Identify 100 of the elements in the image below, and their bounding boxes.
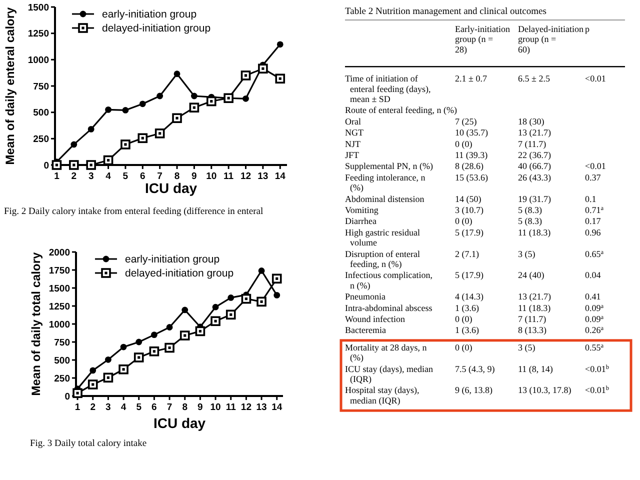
- text: 1 (3.6): [455, 302, 479, 313]
- y-tick-label: 250: [33, 134, 49, 145]
- text: 14 (50): [455, 194, 482, 204]
- point: [228, 294, 234, 301]
- point: [105, 106, 112, 113]
- text: 11 (18.3): [518, 227, 551, 238]
- point: [274, 292, 280, 298]
- point: [151, 332, 158, 338]
- text: 0.17: [585, 216, 601, 226]
- text: 0 (0): [455, 216, 472, 226]
- point: [120, 140, 130, 150]
- x-tick-label: 10: [206, 171, 217, 182]
- x-tick-label: 13: [256, 402, 267, 413]
- point: [103, 155, 114, 166]
- x-tick-label: 6: [152, 402, 157, 413]
- text: 5 (8.3): [518, 216, 542, 226]
- y-tick-label: 0: [44, 160, 49, 172]
- category-label: Feeding intolerance, n (%): [345, 172, 426, 193]
- x-tick-label: 3: [106, 402, 111, 413]
- text: 0 (0): [455, 314, 472, 324]
- point: [164, 342, 174, 353]
- text: 0.04: [585, 270, 601, 280]
- text: 0.26$^{a}$: [585, 324, 604, 336]
- x-axis-title: ICU day: [144, 180, 198, 196]
- y-tick-label: 750: [33, 81, 49, 92]
- text: 5 (8.3): [518, 205, 542, 215]
- point: [242, 95, 249, 102]
- text: 11 (18.3): [518, 302, 551, 313]
- category-label: Vomiting: [345, 205, 378, 215]
- category-label: Mortality at 28 days, n (%): [345, 342, 427, 363]
- y-tick-label: 1250: [48, 301, 70, 312]
- text: 5 (17.9): [455, 270, 484, 280]
- x-tick-label: 14: [272, 402, 283, 413]
- text: 10 (35.7): [455, 128, 488, 138]
- text: 8 (28.6): [455, 161, 484, 172]
- x-tick-label: 9: [198, 402, 203, 413]
- point: [154, 128, 165, 138]
- category-label: Pneumonia: [345, 292, 386, 302]
- text: 9 (6, 13.8): [455, 385, 492, 396]
- text: 0 (0): [455, 342, 472, 352]
- text: 40 (66.7): [518, 161, 551, 172]
- x-tick-label: 3: [88, 171, 94, 182]
- text: 11 (8, 14): [518, 364, 553, 374]
- point: [256, 296, 266, 307]
- text: 4 (14.3): [455, 292, 484, 302]
- text: 7.5 (4.3, 9): [455, 364, 495, 374]
- point: [86, 160, 96, 170]
- category-label: Infectious complication, n (%): [345, 270, 432, 290]
- category-label: Supplemental PN, n (%): [345, 161, 433, 172]
- point: [103, 372, 114, 383]
- point: [88, 380, 98, 390]
- point: [210, 316, 220, 326]
- text: 6.5 ± 2.5: [518, 74, 550, 84]
- y-tick-label: 1000: [28, 54, 49, 66]
- point: [69, 160, 79, 170]
- point: [212, 304, 219, 310]
- x-tick-label: 12: [240, 402, 252, 413]
- point: [118, 364, 128, 374]
- point: [195, 326, 206, 336]
- category-label: NGT: [345, 128, 364, 138]
- category-label: NJT: [345, 138, 360, 149]
- text: 13 (10.3, 17.8): [518, 385, 572, 396]
- text: 5 (17.9): [455, 227, 484, 238]
- x-tick-label: 6: [140, 171, 146, 182]
- y-tick-label: 2000: [48, 247, 70, 258]
- x-tick-label: 11: [224, 171, 234, 182]
- point: [240, 70, 251, 80]
- point: [272, 274, 282, 284]
- legend-label: early-initiation group: [125, 254, 220, 266]
- x-tick-label: 7: [166, 402, 172, 413]
- category-label: High gastric residual volume: [345, 227, 420, 248]
- x-tick-label: 1: [74, 402, 81, 413]
- text: 1 (3.6): [455, 325, 479, 336]
- point: [226, 310, 236, 320]
- text: <0.01$^{b}$: [585, 384, 609, 396]
- text: 0.41: [585, 292, 601, 302]
- text: 0.1: [585, 194, 596, 204]
- y-tick-label: 1500: [48, 283, 70, 294]
- category-label: p: [585, 24, 590, 34]
- x-tick-label: 11: [226, 402, 237, 413]
- category-label: Hospital stay (days), median (IQR): [345, 385, 420, 406]
- text: 3 (5): [518, 248, 536, 259]
- text: 0.55$^{a}$: [585, 342, 604, 352]
- legend-label: delayed-initiation group: [102, 22, 211, 35]
- category-label: JFT: [345, 150, 360, 160]
- text: 15 (53.6): [455, 172, 488, 182]
- point: [72, 388, 82, 398]
- y-axis-title: Mean of daily enteral calory: [3, 6, 17, 165]
- category-label: Bacteremia: [345, 325, 386, 336]
- x-tick-label: 5: [122, 171, 129, 182]
- x-tick-label: 4: [120, 402, 127, 413]
- point: [136, 338, 142, 346]
- point: [122, 107, 129, 114]
- text: Table 2 Nutrition management and clinical outcomes: [345, 7, 547, 17]
- legend-label: delayed-initiation group: [125, 268, 234, 280]
- category-label: Abdominal distension: [345, 194, 424, 204]
- point: [156, 92, 164, 100]
- point: [149, 346, 160, 356]
- point: [182, 306, 188, 314]
- x-tick-label: 8: [182, 402, 188, 413]
